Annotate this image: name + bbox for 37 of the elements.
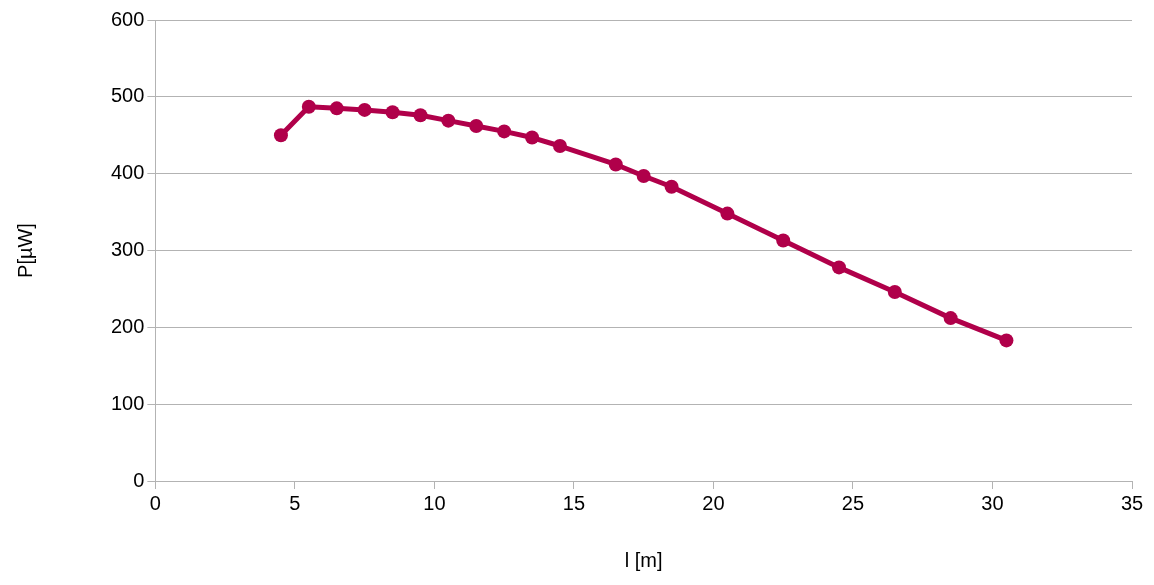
point: [776, 233, 791, 248]
point: [832, 260, 847, 275]
point: [720, 206, 735, 221]
point: [552, 139, 567, 154]
y-tick-label: 0: [133, 468, 145, 491]
point: [664, 179, 679, 194]
point: [636, 168, 651, 183]
y-axis-title: P[µW]: [13, 223, 36, 278]
y-tick-label: 600: [110, 7, 145, 30]
x-tick-label: 10: [423, 491, 446, 514]
y-tick-label: 500: [110, 84, 145, 107]
point: [413, 108, 428, 123]
point: [329, 101, 344, 116]
y-tick-label: 100: [110, 391, 145, 414]
x-tick-label: 5: [289, 491, 301, 514]
point: [301, 99, 316, 114]
point: [999, 333, 1014, 348]
point: [608, 157, 623, 172]
point: [497, 124, 512, 139]
x-tick-label: 25: [841, 491, 865, 514]
point: [525, 130, 540, 145]
point: [469, 119, 484, 134]
point: [887, 284, 902, 299]
x-axis-title: l [m]: [624, 548, 663, 571]
point: [273, 128, 288, 143]
point: [357, 102, 372, 117]
x-tick-label: 30: [981, 491, 1004, 514]
point: [385, 105, 400, 120]
point: [943, 311, 958, 326]
y-tick-label: 200: [110, 314, 145, 337]
x-tick-label: 20: [702, 491, 725, 514]
point: [441, 113, 456, 128]
x-tick-label: 35: [1120, 491, 1144, 514]
y-tick-label: 300: [110, 238, 145, 261]
x-tick-label: 0: [149, 491, 161, 514]
x-tick-label: 15: [562, 491, 586, 514]
y-tick-label: 400: [110, 161, 145, 184]
